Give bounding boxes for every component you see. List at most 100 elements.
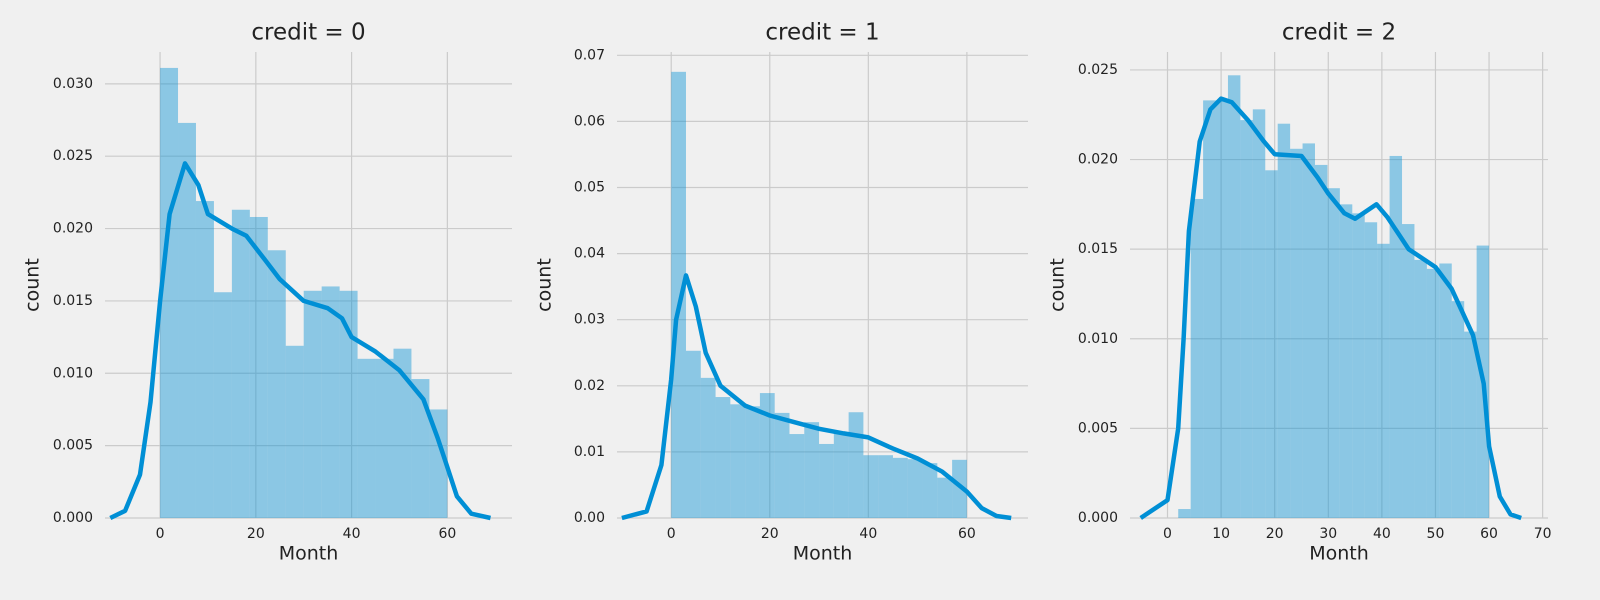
kde-line	[1139, 96, 1522, 521]
bar	[429, 409, 448, 518]
subplot-title: credit = 2	[1282, 20, 1396, 46]
y-tick-label: 0.010	[53, 365, 93, 381]
x-tick-label: 10	[1212, 526, 1230, 542]
bar	[907, 459, 923, 518]
bar	[1190, 198, 1204, 518]
y-tick-label: 0.015	[1078, 241, 1118, 257]
x-axis-label: Month	[279, 543, 339, 565]
y-tick-label: 0.04	[574, 246, 605, 262]
bar	[1389, 155, 1403, 518]
bar	[1240, 120, 1253, 518]
bar	[1203, 100, 1216, 519]
bar	[1352, 213, 1365, 519]
y-tick-label: 0.000	[53, 510, 93, 526]
bar	[1451, 301, 1465, 518]
bar	[1265, 170, 1278, 519]
bar	[937, 477, 953, 518]
bar	[1302, 143, 1315, 518]
bar	[715, 397, 731, 518]
y-tick-label: 0.025	[53, 148, 93, 164]
y-tick-label: 0.01	[574, 444, 605, 460]
bar	[1377, 243, 1390, 518]
bar	[1414, 259, 1427, 518]
bar	[160, 67, 179, 519]
x-tick-label: 60	[958, 526, 976, 542]
bar	[339, 290, 358, 518]
x-tick-label: 0	[1163, 526, 1172, 542]
subplot: 0.000 0.005 0.010 0.015 0.020 0.025 0 10 20 30 40 5…	[1047, 20, 1552, 565]
bar	[892, 457, 908, 518]
bar	[1439, 263, 1452, 518]
bar	[321, 286, 340, 518]
bar	[1402, 224, 1415, 519]
bar	[1364, 222, 1378, 518]
y-axis-label: count	[22, 258, 44, 312]
bar	[1339, 204, 1353, 518]
bar	[1314, 164, 1328, 518]
bar	[375, 358, 394, 518]
bar	[804, 422, 820, 518]
x-tick-label: 0	[667, 526, 676, 542]
y-tick-label: 0.025	[1078, 62, 1118, 78]
y-tick-label: 0.00	[574, 510, 605, 526]
x-tick-label: 60	[1480, 526, 1498, 542]
bar	[231, 209, 250, 518]
y-tick-label: 0.005	[53, 438, 93, 454]
bar	[863, 455, 879, 518]
y-tick-label: 0.020	[53, 221, 93, 237]
bar	[745, 406, 760, 518]
subplot-title: credit = 0	[251, 20, 365, 46]
bar	[789, 434, 805, 518]
x-tick-label: 40	[1373, 526, 1391, 542]
x-tick-label: 60	[438, 526, 456, 542]
bar	[922, 463, 938, 518]
bar	[700, 377, 716, 518]
y-tick-label: 0.010	[1078, 331, 1118, 347]
subplot: 0.00 0.01 0.02 0.03 0.04 0.05 0.06 0.07 0 20 40 60 c…	[534, 20, 1028, 565]
bar	[1426, 268, 1440, 518]
x-tick-label: 20	[1266, 526, 1284, 542]
y-tick-label: 0.07	[574, 47, 605, 63]
x-axis-label: Month	[1309, 543, 1369, 565]
x-tick-label: 20	[761, 526, 779, 542]
y-axis-label: count	[534, 258, 556, 312]
bar	[671, 71, 686, 519]
x-tick-label: 20	[247, 526, 265, 542]
bar	[1227, 75, 1241, 519]
bar	[213, 292, 232, 518]
bar	[411, 379, 430, 518]
bar	[285, 345, 304, 518]
y-tick-label: 0.03	[574, 312, 605, 328]
x-tick-label: 70	[1534, 526, 1552, 542]
bar	[952, 459, 967, 518]
x-axis-label: Month	[793, 543, 853, 565]
y-axis-label: count	[1047, 258, 1069, 312]
y-tick-label: 0.05	[574, 180, 605, 196]
bar	[1327, 188, 1340, 518]
x-tick-label: 0	[156, 526, 165, 542]
bar	[833, 432, 849, 518]
x-tick-label: 40	[859, 526, 877, 542]
bar	[267, 250, 286, 518]
y-tick-label: 0.02	[574, 378, 605, 394]
bar	[178, 122, 196, 519]
bar	[730, 404, 746, 518]
kde-line	[621, 273, 1012, 521]
bar	[878, 455, 893, 518]
bar	[759, 393, 775, 518]
bar	[393, 348, 412, 518]
subplot: 0.000 0.005 0.010 0.015 0.020 0.025 0.030 0 20 40…	[22, 20, 512, 565]
y-tick-label: 0.030	[53, 76, 93, 92]
bar	[1277, 123, 1291, 518]
bar	[848, 412, 864, 518]
bar	[195, 201, 214, 518]
x-tick-label: 40	[343, 526, 361, 542]
bar	[357, 358, 376, 518]
x-tick-label: 50	[1427, 526, 1445, 542]
y-tick-label: 0.005	[1078, 420, 1118, 436]
x-tick-label: 30	[1319, 526, 1337, 542]
y-tick-label: 0.000	[1078, 510, 1118, 526]
